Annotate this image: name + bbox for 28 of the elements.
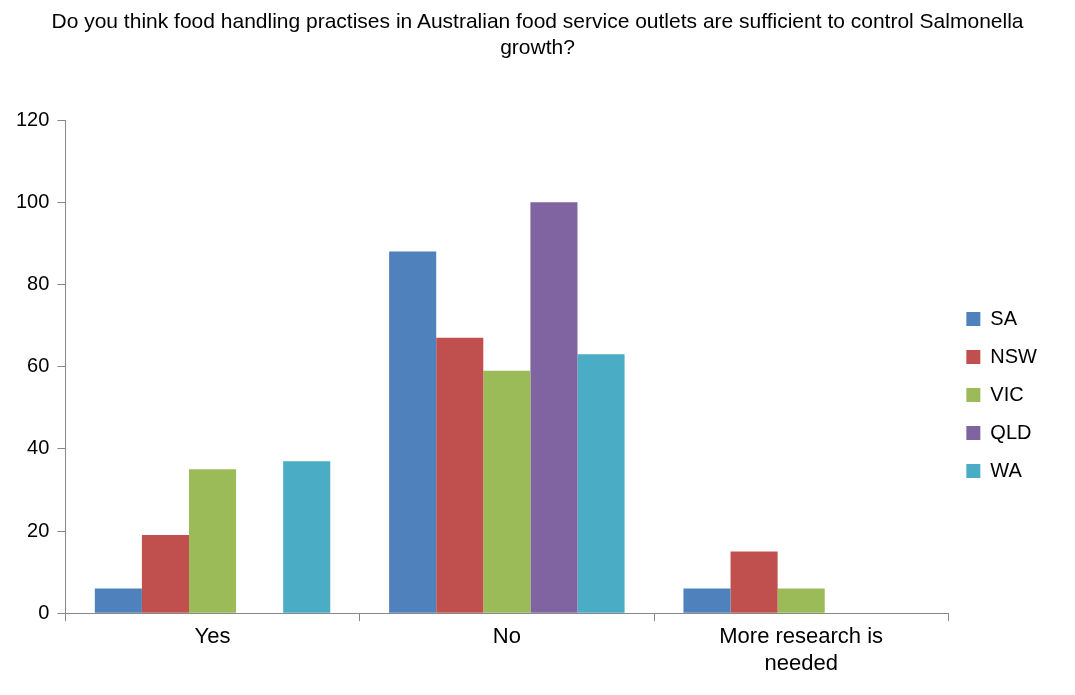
bar [777,588,825,613]
bar [530,202,578,613]
legend-label: NSW [990,344,1038,367]
y-tick-label: 20 [27,518,50,541]
x-tick-label: No [492,623,521,649]
y-tick-label: 0 [38,600,50,623]
bar [389,251,437,613]
y-tick-label: 40 [27,436,50,459]
legend-label: SA [990,306,1018,329]
bar [730,551,778,613]
chart-title: Do you think food handling practises in Australian food service outlets are sufficient to control Salmonella growth? [50,8,1025,60]
y-tick-label: 60 [27,354,50,377]
bar [283,461,331,613]
y-tick-label: 80 [27,271,50,294]
y-tick-label: 100 [15,189,50,212]
bar [141,535,189,613]
bar [483,370,531,613]
bar [436,337,484,613]
bar [188,469,237,613]
legend-label: VIC [990,382,1024,405]
x-tick-label: More research is needed [719,623,884,675]
y-tick-label: 120 [15,107,50,130]
bar [94,588,142,613]
x-tick-label: Yes [194,623,231,649]
bar [683,588,731,613]
legend-label: QLD [990,420,1032,443]
bar [577,354,625,613]
legend-label: WA [990,458,1023,481]
